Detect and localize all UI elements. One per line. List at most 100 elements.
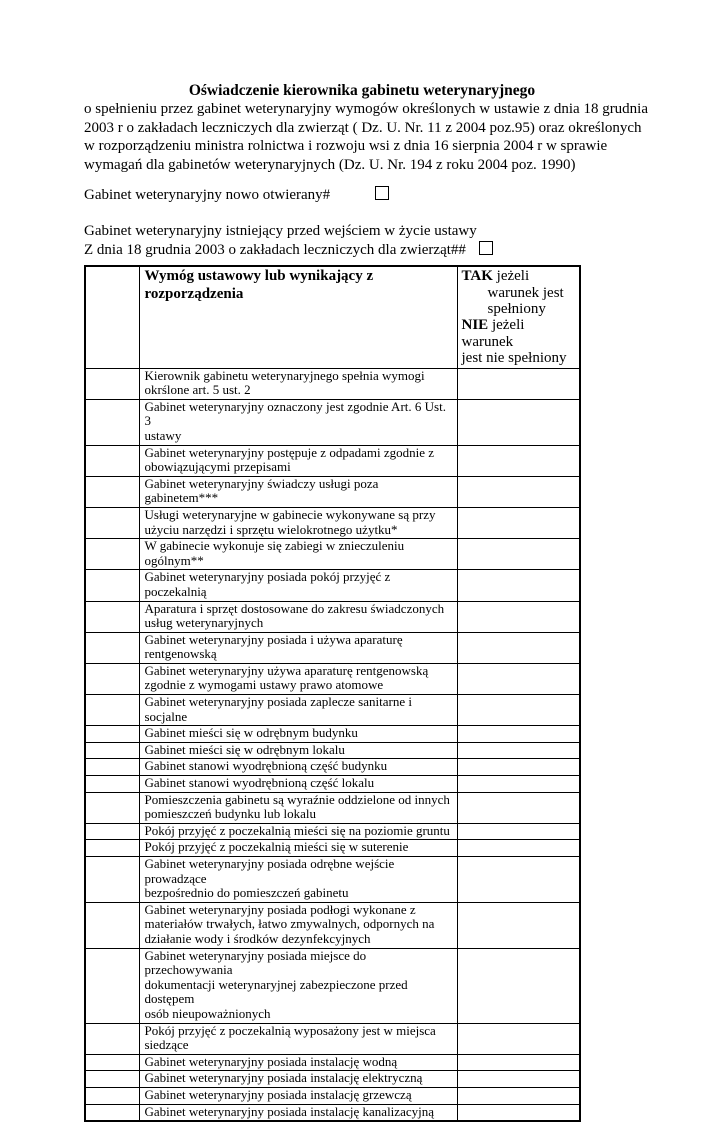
existing-office-option: Gabinet weterynaryjny istniejący przed w…: [84, 222, 664, 259]
row-number-cell: [84, 1103, 140, 1122]
table-header-row: Wymóg ustawowy lub wynikający z rozporzą…: [84, 265, 581, 369]
row-number-cell: [84, 506, 140, 540]
row-number-cell: [84, 947, 140, 1024]
table-row: Aparatura i sprzęt dostosowane do zakres…: [84, 600, 581, 633]
requirement-text: Gabinet weterynaryjny posiada miejsce do…: [144, 947, 408, 1021]
answer-cell[interactable]: [456, 741, 581, 760]
nie-label: NIE: [461, 317, 489, 334]
answer-cell[interactable]: [456, 600, 581, 633]
table-row: Gabinet weterynaryjny posiada instalację…: [84, 1070, 581, 1088]
answer-cell[interactable]: [456, 444, 581, 477]
requirement-text: Gabinet weterynaryjny postępuje z odpada…: [144, 444, 435, 475]
table-row: Gabinet weterynaryjny świadczy usługi po…: [84, 475, 581, 508]
table-row: Gabinet weterynaryjny postępuje z odpada…: [84, 444, 581, 477]
requirement-text: Gabinet weterynaryjny świadczy usługi po…: [144, 475, 379, 506]
requirement-text: Aparatura i sprzęt dostosowane do zakres…: [144, 600, 445, 631]
answer-cell[interactable]: [456, 1086, 581, 1105]
row-number-cell: [84, 538, 140, 571]
row-number-cell: [84, 631, 140, 664]
requirement-cell: Gabinet weterynaryjny oznaczony jest zgo…: [138, 398, 458, 446]
answer-cell[interactable]: [456, 839, 581, 857]
answer-cell[interactable]: [456, 506, 581, 540]
requirement-text: Gabinet weterynaryjny posiada podłogi wy…: [144, 901, 435, 946]
intro-paragraph: o spełnieniu przez gabinet weterynaryjny…: [84, 101, 649, 173]
table-row: Gabinet weterynaryjny posiada i używa ap…: [84, 631, 581, 664]
table-row: Gabinet weterynaryjny posiada miejsce do…: [84, 947, 581, 1024]
requirement-cell: Usługi weterynaryjne w gabinecie wykonyw…: [138, 506, 458, 540]
new-office-label: Gabinet weterynaryjny nowo otwierany#: [84, 187, 331, 204]
table-row: Pokój przyjęć z poczekalnią mieści się w…: [84, 839, 581, 857]
answer-cell[interactable]: [456, 1103, 581, 1122]
answer-cell[interactable]: [456, 398, 581, 446]
table-row: Gabinet weterynaryjny posiada instalację…: [84, 1086, 581, 1105]
requirement-text: Gabinet weterynaryjny używa aparaturę re…: [144, 662, 429, 693]
answer-cell[interactable]: [456, 901, 581, 949]
requirement-text: Gabinet weterynaryjny posiada instalację…: [144, 1053, 398, 1069]
table-row: Gabinet stanowi wyodrębnioną część lokal…: [84, 775, 581, 793]
requirement-cell: Gabinet weterynaryjny posiada zaplecze s…: [138, 694, 458, 727]
requirement-text: Gabinet weterynaryjny posiada pokój przy…: [144, 569, 391, 599]
requirement-text: Pomieszczenia gabinetu są wyraźnie oddzi…: [144, 791, 450, 822]
requirement-text: Pokój przyjęć z poczekalnią mieści się n…: [144, 822, 450, 838]
requirement-text: Gabinet weterynaryjny posiada instalację…: [144, 1103, 435, 1119]
answer-cell[interactable]: [456, 569, 581, 602]
answer-cell[interactable]: [456, 538, 581, 571]
row-number-cell: [84, 444, 140, 477]
answer-cell[interactable]: [456, 822, 581, 841]
requirement-text: Pokój przyjęć z poczekalnią mieści się w…: [144, 839, 409, 855]
table-row: Gabinet weterynaryjny oznaczony jest zgo…: [84, 398, 581, 446]
row-number-cell: [84, 725, 140, 743]
row-number-cell: [84, 741, 140, 760]
requirement-text: Gabinet stanowi wyodrębnioną część budyn…: [144, 758, 388, 774]
row-number-cell: [84, 1022, 140, 1055]
row-number-cell: [84, 1053, 140, 1072]
answer-cell[interactable]: [456, 1070, 581, 1088]
new-office-checkbox[interactable]: [375, 186, 390, 201]
answer-cell[interactable]: [456, 367, 581, 400]
row-number-cell: [84, 1070, 140, 1088]
requirement-text: Gabinet mieści się w odrębnym budynku: [144, 725, 358, 741]
answer-cell[interactable]: [456, 1053, 581, 1072]
requirement-cell: Gabinet weterynaryjny posiada odrębne we…: [138, 856, 458, 903]
new-office-option: Gabinet weterynaryjny nowo otwierany#: [84, 186, 664, 205]
answer-cell[interactable]: [456, 775, 581, 793]
requirement-cell: Pokój przyjęć z poczekalnią mieści się w…: [138, 839, 458, 857]
answer-cell[interactable]: [456, 662, 581, 696]
table-row: Gabinet weterynaryjny posiada odrębne we…: [84, 856, 581, 903]
requirement-cell: Pokój przyjęć z poczekalnią wyposażony j…: [138, 1022, 458, 1055]
existing-office-label-line2: Z dnia 18 grudnia 2003 o zakładach leczn…: [84, 241, 466, 258]
row-number-cell: [84, 791, 140, 824]
answer-cell[interactable]: [456, 758, 581, 777]
requirement-text: Gabinet weterynaryjny oznaczony jest zgo…: [144, 398, 446, 443]
answer-cell[interactable]: [456, 947, 581, 1024]
existing-office-label-line1: Gabinet weterynaryjny istniejący przed w…: [84, 222, 477, 239]
answer-cell[interactable]: [456, 791, 581, 824]
requirement-text: Gabinet weterynaryjny posiada odrębne we…: [144, 856, 395, 901]
row-number-cell: [84, 775, 140, 793]
row-number-cell: [84, 600, 140, 633]
requirement-cell: Gabinet weterynaryjny posiada miejsce do…: [138, 947, 458, 1024]
table-row: Kierownik gabinetu weterynaryjnego spełn…: [84, 367, 581, 400]
table-row: W gabinecie wykonuje się zabiegi w zniec…: [84, 538, 581, 571]
answer-cell[interactable]: [456, 694, 581, 727]
requirement-cell: Gabinet weterynaryjny świadczy usługi po…: [138, 475, 458, 508]
requirement-text: Gabinet weterynaryjny posiada instalację…: [144, 1070, 423, 1086]
answer-cell[interactable]: [456, 856, 581, 903]
requirement-cell: Pokój przyjęć z poczekalnią mieści się n…: [138, 822, 458, 841]
answer-cell[interactable]: [456, 725, 581, 743]
answer-cell[interactable]: [456, 475, 581, 508]
requirement-cell: Gabinet weterynaryjny używa aparaturę re…: [138, 662, 458, 696]
table-row: Gabinet weterynaryjny używa aparaturę re…: [84, 662, 581, 696]
requirement-cell: Gabinet weterynaryjny posiada pokój przy…: [138, 569, 458, 602]
requirement-cell: Gabinet weterynaryjny posiada i używa ap…: [138, 631, 458, 664]
existing-office-checkbox[interactable]: [478, 240, 493, 255]
row-number-cell: [84, 398, 140, 446]
requirement-cell: Gabinet weterynaryjny posiada podłogi wy…: [138, 901, 458, 949]
table-row: Gabinet mieści się w odrębnym budynku: [84, 725, 581, 743]
answer-cell[interactable]: [456, 631, 581, 664]
answer-cell[interactable]: [456, 1022, 581, 1055]
requirement-text: Gabinet weterynaryjny posiada i używa ap…: [144, 631, 403, 662]
requirement-cell: Gabinet weterynaryjny posiada instalację…: [138, 1070, 458, 1088]
requirement-cell: Kierownik gabinetu weterynaryjnego spełn…: [138, 367, 458, 400]
row-number-cell: [84, 856, 140, 903]
